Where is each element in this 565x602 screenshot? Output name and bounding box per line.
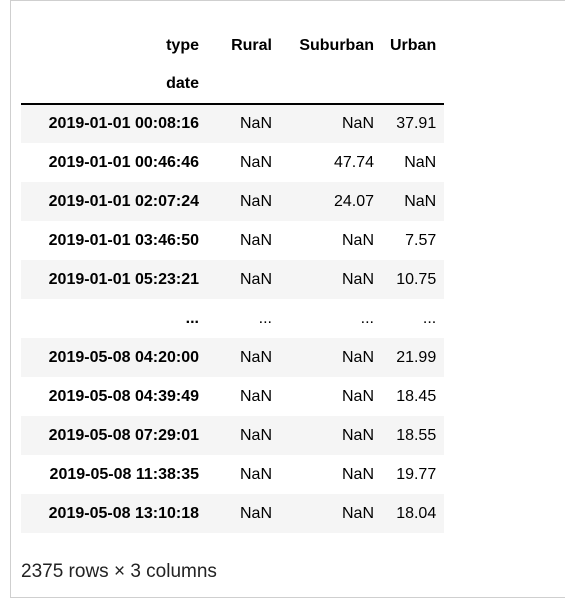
row-index-date: 2019-05-08 04:39:49: [48, 387, 199, 405]
column-header-urban: Urban: [390, 36, 437, 54]
cell-suburban: NaN: [341, 465, 374, 483]
row-index-date: 2019-05-08 04:20:00: [48, 348, 199, 366]
dataframe-shape-summary: 2375 rows × 3 columns: [21, 561, 217, 582]
table-row: 2019-01-01 03:46:50 NaN NaN 7.57: [21, 221, 444, 260]
cell-urban: 7.57: [405, 231, 437, 249]
index-header-blank: [207, 65, 280, 105]
cell-suburban: NaN: [341, 115, 374, 132]
index-header-blank: [280, 65, 382, 105]
cell-suburban: NaN: [341, 504, 374, 522]
row-index-date: 2019-01-01 00:46:46: [48, 153, 199, 171]
cell-rural: NaN: [239, 153, 272, 171]
cell-urban: 18.55: [396, 426, 437, 444]
table-row: 2019-01-01 00:46:46 NaN 47.74 NaN: [21, 143, 444, 182]
table-row: 2019-05-08 11:38:35 NaN NaN 19.77: [21, 455, 444, 494]
cell-urban: 37.91: [396, 115, 437, 132]
columns-name-label: type: [166, 36, 199, 54]
table-row: 2019-05-08 07:29:01 NaN NaN 18.55: [21, 416, 445, 455]
row-index-date: 2019-01-01 00:08:16: [48, 115, 199, 132]
row-index-date: 2019-01-01 03:46:50: [48, 231, 199, 249]
cell-urban: NaN: [404, 153, 437, 171]
dataframe-table: type Rural Suburban Urban date 2019-01-0…: [21, 26, 445, 533]
cell-urban: ...: [382, 299, 445, 338]
cell-rural: NaN: [239, 231, 272, 249]
table-body: 2019-01-01 00:08:16 NaN NaN 37.91 2019-0…: [21, 104, 445, 533]
row-index-date: 2019-05-08 11:38:35: [49, 465, 199, 483]
column-header-suburban: Suburban: [299, 36, 374, 54]
row-index-date: ...: [21, 299, 207, 338]
index-header-row: date: [21, 65, 445, 105]
cell-urban: 18.04: [396, 504, 437, 522]
cell-urban: 21.99: [396, 348, 437, 366]
index-name-label: date: [21, 65, 207, 105]
columns-header-row: type Rural Suburban Urban: [21, 26, 444, 65]
table-header: type Rural Suburban Urban date: [21, 26, 445, 105]
cell-rural: NaN: [239, 387, 272, 405]
row-index-date: 2019-05-08 07:29:01: [48, 426, 199, 444]
cell-urban: 10.75: [396, 270, 437, 288]
output-cell-frame: [10, 0, 565, 598]
cell-suburban: NaN: [341, 387, 374, 405]
cell-rural: NaN: [239, 115, 272, 132]
index-header-blank: [382, 65, 445, 105]
row-index-date: 2019-01-01 05:23:21: [48, 270, 199, 288]
ellipsis-row: ... ... ... ...: [21, 299, 445, 338]
table-row: 2019-01-01 00:08:16 NaN NaN 37.91: [21, 104, 445, 143]
cell-rural: NaN: [239, 465, 272, 483]
table-row: 2019-01-01 02:07:24 NaN 24.07 NaN: [21, 182, 445, 221]
cell-rural: NaN: [239, 192, 272, 210]
cell-rural: ...: [207, 299, 280, 338]
cell-urban: 18.45: [396, 387, 437, 405]
row-index-date: 2019-05-08 13:10:18: [48, 504, 199, 522]
cell-suburban: NaN: [341, 348, 374, 366]
cell-suburban: NaN: [341, 270, 374, 288]
row-index-date: 2019-01-01 02:07:24: [48, 192, 199, 210]
column-header-rural: Rural: [231, 36, 272, 54]
table-row: 2019-05-08 04:20:00 NaN NaN 21.99: [21, 338, 445, 377]
cell-rural: NaN: [239, 504, 272, 522]
cell-rural: NaN: [239, 426, 272, 444]
cell-rural: NaN: [239, 348, 272, 366]
table-row: 2019-05-08 04:39:49 NaN NaN 18.45: [21, 377, 444, 416]
table-row: 2019-01-01 05:23:21 NaN NaN 10.75: [21, 260, 445, 299]
cell-urban: NaN: [404, 192, 437, 210]
cell-rural: NaN: [239, 270, 272, 288]
cell-suburban: ...: [280, 299, 382, 338]
table-row: 2019-05-08 13:10:18 NaN NaN 18.04: [21, 494, 445, 533]
cell-suburban: NaN: [341, 426, 374, 444]
cell-suburban: 47.74: [333, 153, 374, 171]
cell-suburban: NaN: [341, 231, 374, 249]
cell-urban: 19.77: [396, 465, 437, 483]
cell-suburban: 24.07: [333, 192, 374, 210]
